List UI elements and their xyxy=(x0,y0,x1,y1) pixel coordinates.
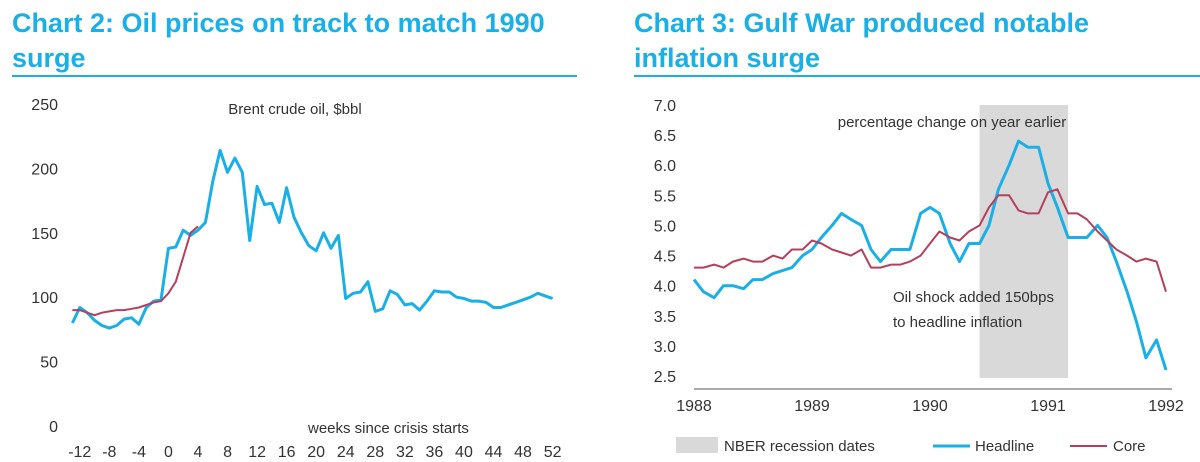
x-tick-label: 12 xyxy=(248,444,266,461)
chart-3-x-ticks: 1988 1989 1990 1991 1992 xyxy=(676,398,1184,415)
series-line-current xyxy=(72,225,199,317)
chart-3-title-rule xyxy=(634,75,1200,77)
chart-3-legend: NBER recession dates Headline Core xyxy=(676,437,1146,455)
x-tick-label: 1991 xyxy=(1030,398,1066,415)
y-tick-label: 150 xyxy=(31,226,58,243)
chart-3-title: Chart 3: Gulf War produced notable infla… xyxy=(634,8,1090,73)
x-tick-label: 44 xyxy=(485,444,503,461)
x-tick-label: 8 xyxy=(223,444,232,461)
x-tick-label: 52 xyxy=(544,444,562,461)
y-tick-label: 7.0 xyxy=(654,98,676,115)
chart-3-callout: Oil shock added 150bps to headline inflat… xyxy=(893,289,1054,331)
y-tick-label: 3.0 xyxy=(654,339,676,356)
y-tick-label: 4.0 xyxy=(654,279,676,296)
recession-shading xyxy=(979,105,1069,378)
y-tick-label: 4.5 xyxy=(654,249,676,266)
y-tick-label: 5.5 xyxy=(654,188,676,205)
y-tick-label: 6.5 xyxy=(654,128,676,145)
chart-3-plot: percentage change on year earlier Oil sh… xyxy=(654,98,1184,455)
x-tick-label: -4 xyxy=(132,444,146,461)
chart-2-annotation: Brent crude oil, $bbl xyxy=(228,101,361,118)
x-tick-label: 1990 xyxy=(912,398,948,415)
y-tick-label: 3.5 xyxy=(654,309,676,326)
x-tick-label: 16 xyxy=(278,444,296,461)
x-tick-label: 48 xyxy=(514,444,532,461)
x-tick-label: 36 xyxy=(426,444,444,461)
x-tick-label: 24 xyxy=(337,444,355,461)
y-tick-label: 50 xyxy=(40,355,58,372)
y-tick-label: 6.0 xyxy=(654,158,676,175)
chart-2-title-rule xyxy=(12,75,577,77)
chart-2-x-axis-label: weeks since crisis starts xyxy=(307,420,469,437)
y-tick-label: 2.5 xyxy=(654,369,676,386)
x-tick-label: 4 xyxy=(194,444,203,461)
legend-swatch-recession xyxy=(676,437,718,453)
series-line-headline xyxy=(692,139,1168,371)
chart-3-annotation: percentage change on year earlier xyxy=(838,114,1067,131)
x-tick-label: -12 xyxy=(68,444,91,461)
chart-3-y-ticks: 2.5 3.0 3.5 4.0 4.5 5.0 5.5 6.0 6.5 7.0 xyxy=(654,98,676,386)
series-line-core xyxy=(694,188,1167,292)
chart-2-plot: Brent crude oil, $bbl weeks since crisis… xyxy=(31,97,561,461)
chart-2-title: Chart 2: Oil prices on track to match 19… xyxy=(12,8,545,73)
y-tick-label: 250 xyxy=(31,97,58,114)
chart-3-series xyxy=(692,139,1168,371)
oil-price-chart-panel: Chart 2: Oil prices on track to match 19… xyxy=(12,8,577,461)
y-tick-label: 200 xyxy=(31,161,58,178)
y-tick-label: 0 xyxy=(49,419,58,436)
y-tick-label: 100 xyxy=(31,290,58,307)
series-line-1990 xyxy=(71,148,554,330)
chart-2-x-ticks: -12 -8 -4 0 4 8 12 16 20 24 28 32 36 40 44 48 52 xyxy=(68,444,561,461)
chart-2-y-ticks: 0 50 100 150 200 250 xyxy=(31,97,58,436)
x-tick-label: 28 xyxy=(366,444,384,461)
legend-label-headline: Headline xyxy=(975,438,1034,455)
legend-label-core: Core xyxy=(1113,438,1146,455)
legend-label-recession: NBER recession dates xyxy=(724,438,875,455)
x-tick-label: 1992 xyxy=(1148,398,1184,415)
x-tick-label: 40 xyxy=(455,444,473,461)
chart-2-series xyxy=(71,148,554,330)
x-tick-label: 1988 xyxy=(676,398,712,415)
x-tick-label: 32 xyxy=(396,444,414,461)
y-tick-label: 5.0 xyxy=(654,218,676,235)
x-tick-label: 1989 xyxy=(794,398,830,415)
inflation-chart-panel: Chart 3: Gulf War produced notable infla… xyxy=(620,0,1200,462)
x-tick-label: 0 xyxy=(164,444,173,461)
x-tick-label: 20 xyxy=(307,444,325,461)
x-tick-label: -8 xyxy=(102,444,116,461)
